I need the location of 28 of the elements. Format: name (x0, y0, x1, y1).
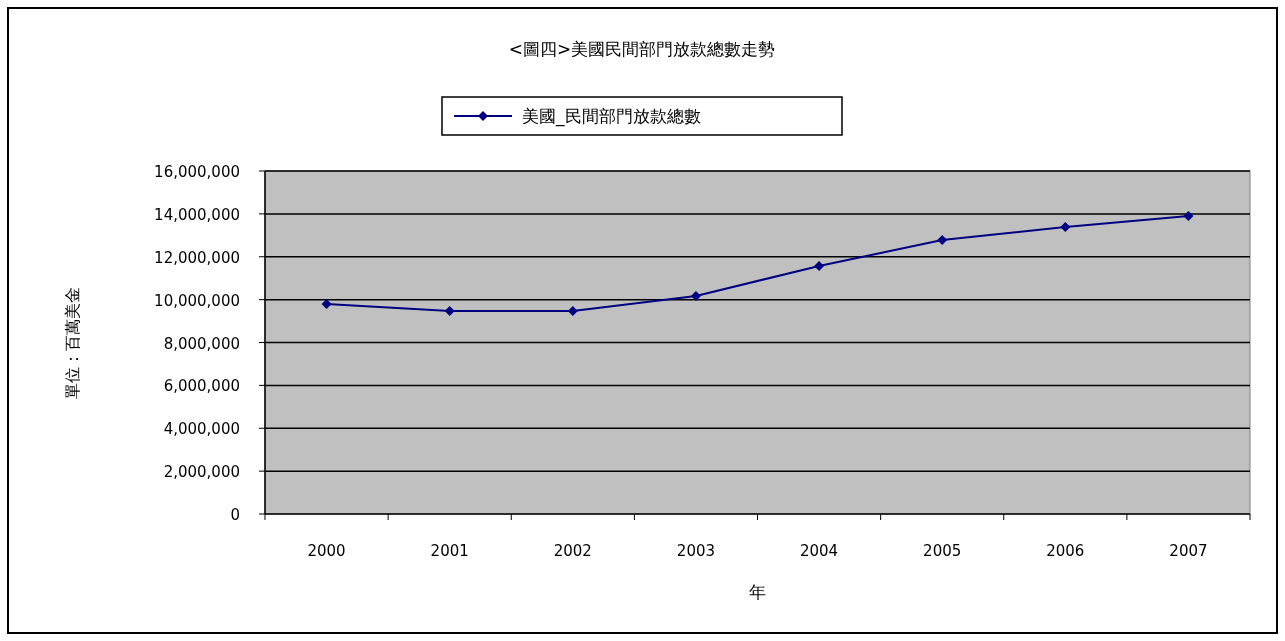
y-tick-label: 0 (230, 506, 240, 524)
x-tick-label: 2004 (799, 542, 839, 560)
chart-title: <圖四>美國民間部門放款總數走勢 (508, 39, 776, 59)
legend-label: 美國_民間部門放款總數 (522, 106, 701, 127)
x-tick-label: 2007 (1169, 542, 1208, 560)
point (1060, 221, 1071, 232)
y-tick-label: 12,000,000 (154, 248, 240, 267)
point (690, 290, 701, 301)
x-tick-label: 2002 (553, 542, 592, 560)
point (444, 305, 455, 316)
x-tick-label: 2000 (307, 542, 346, 560)
y-tick-label: 2,000,000 (163, 463, 240, 482)
x-tick-label: 2001 (430, 542, 469, 560)
y-tick-label: 14,000,000 (154, 205, 240, 224)
point (321, 298, 332, 309)
point (814, 260, 825, 271)
y-tick-label: 4,000,000 (163, 420, 240, 439)
y-axis-title: 單位：百萬美金 (63, 286, 82, 399)
point (937, 235, 948, 246)
x-tick-label: 2006 (1046, 542, 1085, 560)
x-axis-title: 年 (749, 582, 766, 602)
x-tick-label: 2003 (676, 542, 716, 560)
y-tick-label: 10,000,000 (154, 291, 240, 310)
y-tick-label: 8,000,000 (163, 334, 240, 353)
y-tick-label: 16,000,000 (154, 163, 240, 181)
point (1183, 211, 1194, 222)
x-tick-label: 2005 (923, 542, 962, 560)
y-tick-label: 6,000,000 (163, 377, 240, 396)
